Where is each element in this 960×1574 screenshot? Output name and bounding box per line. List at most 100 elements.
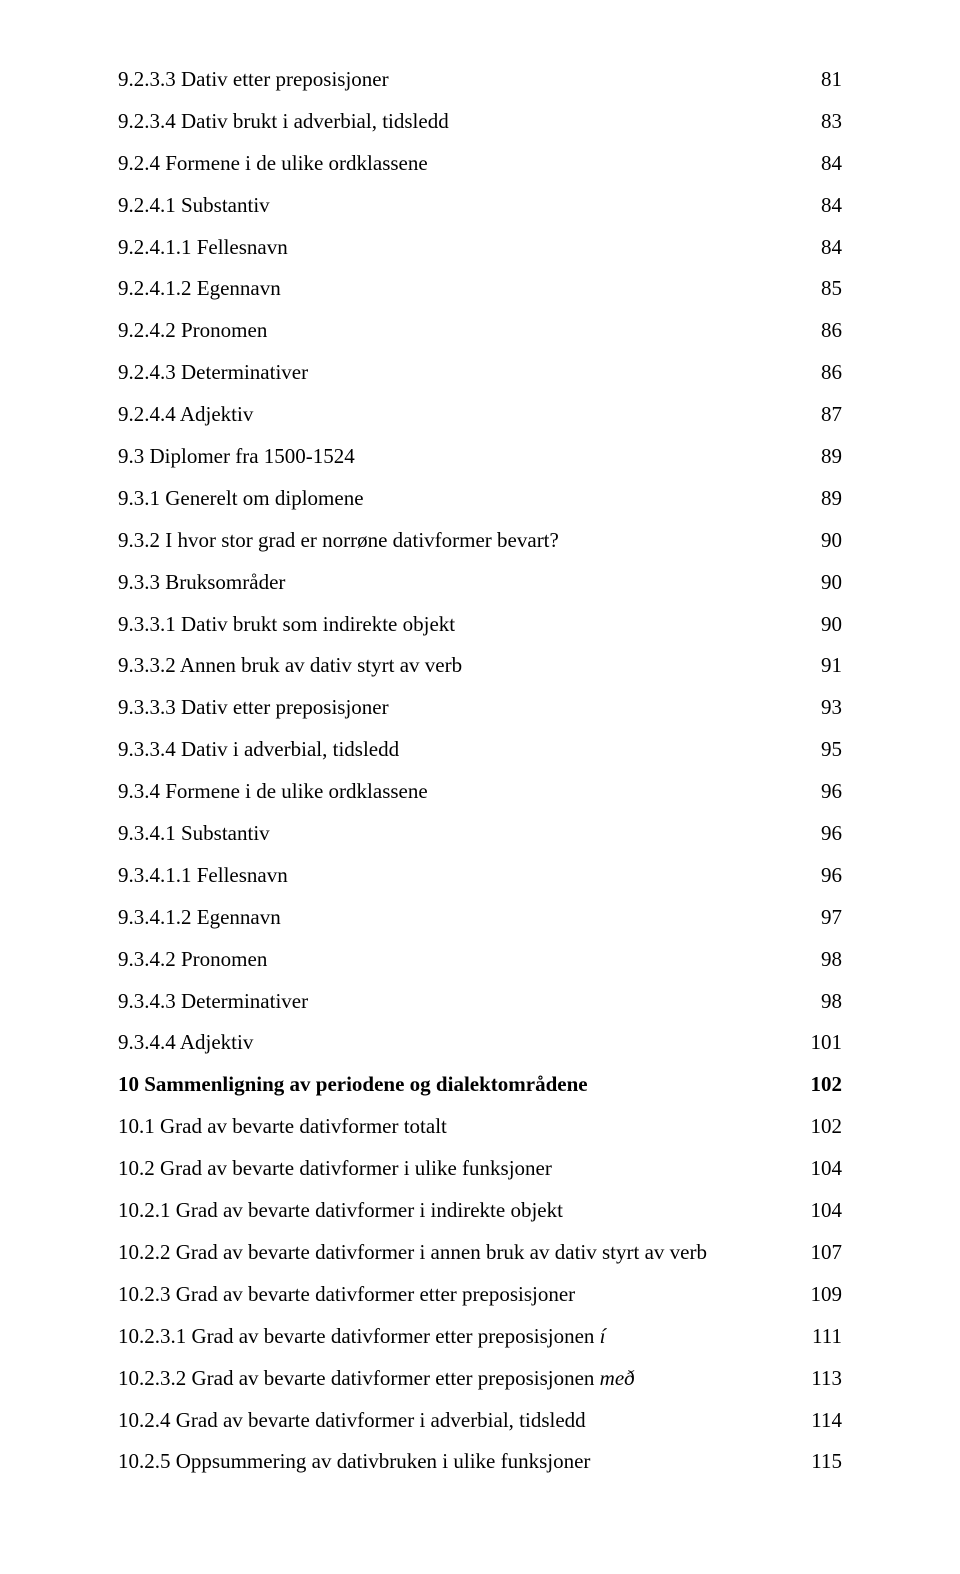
toc-page: 113 <box>802 1359 842 1399</box>
toc-label: 10.1 Grad av bevarte dativformer totalt <box>118 1107 802 1147</box>
toc-label: 10.2.2 Grad av bevarte dativformer i ann… <box>118 1233 802 1273</box>
toc-page: 109 <box>802 1275 842 1315</box>
toc-page: 104 <box>802 1191 842 1231</box>
toc-label: 10.2.4 Grad av bevarte dativformer i adv… <box>118 1401 802 1441</box>
toc-page: 102 <box>802 1107 842 1147</box>
toc-row: 10.2.3.2 Grad av bevarte dativformer ett… <box>118 1359 842 1399</box>
toc-row: 9.3.4.1.1 Fellesnavn96 <box>118 856 842 896</box>
toc-label: 9.2.4.1.1 Fellesnavn <box>118 228 802 268</box>
toc-page: 91 <box>802 646 842 686</box>
toc-row: 9.3.3.3 Dativ etter preposisjoner93 <box>118 688 842 728</box>
toc-row: 9.2.4.1.2 Egennavn85 <box>118 269 842 309</box>
toc-page: 86 <box>802 311 842 351</box>
toc-label: 9.3.3.1 Dativ brukt som indirekte objekt <box>118 605 802 645</box>
toc-row: 9.3.3.4 Dativ i adverbial, tidsledd95 <box>118 730 842 770</box>
toc-page: 90 <box>802 521 842 561</box>
toc-row: 9.3.3 Bruksområder90 <box>118 563 842 603</box>
toc-page: 89 <box>802 479 842 519</box>
toc-page: 104 <box>802 1149 842 1189</box>
toc-page: 96 <box>802 814 842 854</box>
toc-page: 107 <box>802 1233 842 1273</box>
toc-page: 101 <box>802 1023 842 1063</box>
toc-page: 102 <box>802 1065 842 1105</box>
toc-label: 9.3.4.1 Substantiv <box>118 814 802 854</box>
toc-page: 111 <box>802 1317 842 1357</box>
toc-row: 9.3.4.2 Pronomen98 <box>118 940 842 980</box>
toc-page: 84 <box>802 186 842 226</box>
toc-label: 9.3.4.1.2 Egennavn <box>118 898 802 938</box>
toc-page: 85 <box>802 269 842 309</box>
toc-page: 84 <box>802 228 842 268</box>
toc-label: 10.2.3.1 Grad av bevarte dativformer ett… <box>118 1317 802 1357</box>
toc-label: 9.3.3.4 Dativ i adverbial, tidsledd <box>118 730 802 770</box>
toc-row: 9.2.4.4 Adjektiv87 <box>118 395 842 435</box>
toc-row: 9.2.4.1.1 Fellesnavn84 <box>118 228 842 268</box>
toc-label: 9.2.4.1 Substantiv <box>118 186 802 226</box>
toc-page: 98 <box>802 982 842 1022</box>
toc-label: 9.3.3.2 Annen bruk av dativ styrt av ver… <box>118 646 802 686</box>
toc-row: 9.2.4 Formene i de ulike ordklassene84 <box>118 144 842 184</box>
toc-row: 10 Sammenligning av periodene og dialekt… <box>118 1065 842 1105</box>
toc-label: 9.2.3.3 Dativ etter preposisjoner <box>118 60 802 100</box>
toc-label: 9.3.3.3 Dativ etter preposisjoner <box>118 688 802 728</box>
toc-page: 83 <box>802 102 842 142</box>
toc-row: 9.2.4.3 Determinativer86 <box>118 353 842 393</box>
toc-row: 9.2.3.4 Dativ brukt i adverbial, tidsled… <box>118 102 842 142</box>
toc-page: 97 <box>802 898 842 938</box>
toc-label: 9.3.1 Generelt om diplomene <box>118 479 802 519</box>
toc-row: 9.2.4.2 Pronomen86 <box>118 311 842 351</box>
toc-label: 10.2.3.2 Grad av bevarte dativformer ett… <box>118 1359 802 1399</box>
toc-row: 10.2.4 Grad av bevarte dativformer i adv… <box>118 1401 842 1441</box>
toc-page: 96 <box>802 856 842 896</box>
toc-page: 93 <box>802 688 842 728</box>
toc-page: 86 <box>802 353 842 393</box>
toc-label: 10 Sammenligning av periodene og dialekt… <box>118 1065 802 1105</box>
toc-page: 87 <box>802 395 842 435</box>
toc-label: 9.2.4.2 Pronomen <box>118 311 802 351</box>
toc-page: 114 <box>802 1401 842 1441</box>
toc-row: 9.2.3.3 Dativ etter preposisjoner81 <box>118 60 842 100</box>
toc-label: 9.3.4.4 Adjektiv <box>118 1023 802 1063</box>
toc-label: 9.2.4.4 Adjektiv <box>118 395 802 435</box>
toc-page: 96 <box>802 772 842 812</box>
toc-row: 9.3.4.1 Substantiv96 <box>118 814 842 854</box>
toc-page: 90 <box>802 605 842 645</box>
toc-row: 9.3.3.2 Annen bruk av dativ styrt av ver… <box>118 646 842 686</box>
toc-page: 89 <box>802 437 842 477</box>
toc-page: 98 <box>802 940 842 980</box>
toc-page: 115 <box>802 1442 842 1482</box>
toc-row: 9.3 Diplomer fra 1500-152489 <box>118 437 842 477</box>
toc-label: 9.3.4.2 Pronomen <box>118 940 802 980</box>
toc-label: 9.2.4 Formene i de ulike ordklassene <box>118 144 802 184</box>
toc-label: 10.2.5 Oppsummering av dativbruken i uli… <box>118 1442 802 1482</box>
toc-row: 9.3.1 Generelt om diplomene89 <box>118 479 842 519</box>
toc-row: 9.3.3.1 Dativ brukt som indirekte objekt… <box>118 605 842 645</box>
toc-row: 9.3.4 Formene i de ulike ordklassene96 <box>118 772 842 812</box>
toc-page: 95 <box>802 730 842 770</box>
toc-row: 9.3.4.3 Determinativer98 <box>118 982 842 1022</box>
toc-label: 9.3.3 Bruksområder <box>118 563 802 603</box>
toc-label: 9.3.4.1.1 Fellesnavn <box>118 856 802 896</box>
toc-label: 10.2.3 Grad av bevarte dativformer etter… <box>118 1275 802 1315</box>
toc-label: 9.3.4.3 Determinativer <box>118 982 802 1022</box>
toc-page: 90 <box>802 563 842 603</box>
toc-row: 10.2.3.1 Grad av bevarte dativformer ett… <box>118 1317 842 1357</box>
toc-row: 10.2.5 Oppsummering av dativbruken i uli… <box>118 1442 842 1482</box>
toc-page: 81 <box>802 60 842 100</box>
toc-label: 10.2.1 Grad av bevarte dativformer i ind… <box>118 1191 802 1231</box>
toc-label: 9.3.2 I hvor stor grad er norrøne dativf… <box>118 521 802 561</box>
table-of-contents: 9.2.3.3 Dativ etter preposisjoner819.2.3… <box>118 60 842 1482</box>
toc-label: 9.3.4 Formene i de ulike ordklassene <box>118 772 802 812</box>
toc-row: 9.3.4.1.2 Egennavn97 <box>118 898 842 938</box>
toc-row: 9.3.2 I hvor stor grad er norrøne dativf… <box>118 521 842 561</box>
toc-row: 10.2.1 Grad av bevarte dativformer i ind… <box>118 1191 842 1231</box>
toc-row: 10.1 Grad av bevarte dativformer totalt1… <box>118 1107 842 1147</box>
toc-row: 9.2.4.1 Substantiv84 <box>118 186 842 226</box>
toc-row: 9.3.4.4 Adjektiv101 <box>118 1023 842 1063</box>
toc-row: 10.2.3 Grad av bevarte dativformer etter… <box>118 1275 842 1315</box>
toc-label: 10.2 Grad av bevarte dativformer i ulike… <box>118 1149 802 1189</box>
toc-label: 9.2.4.1.2 Egennavn <box>118 269 802 309</box>
toc-row: 10.2 Grad av bevarte dativformer i ulike… <box>118 1149 842 1189</box>
toc-label: 9.2.4.3 Determinativer <box>118 353 802 393</box>
toc-label: 9.3 Diplomer fra 1500-1524 <box>118 437 802 477</box>
